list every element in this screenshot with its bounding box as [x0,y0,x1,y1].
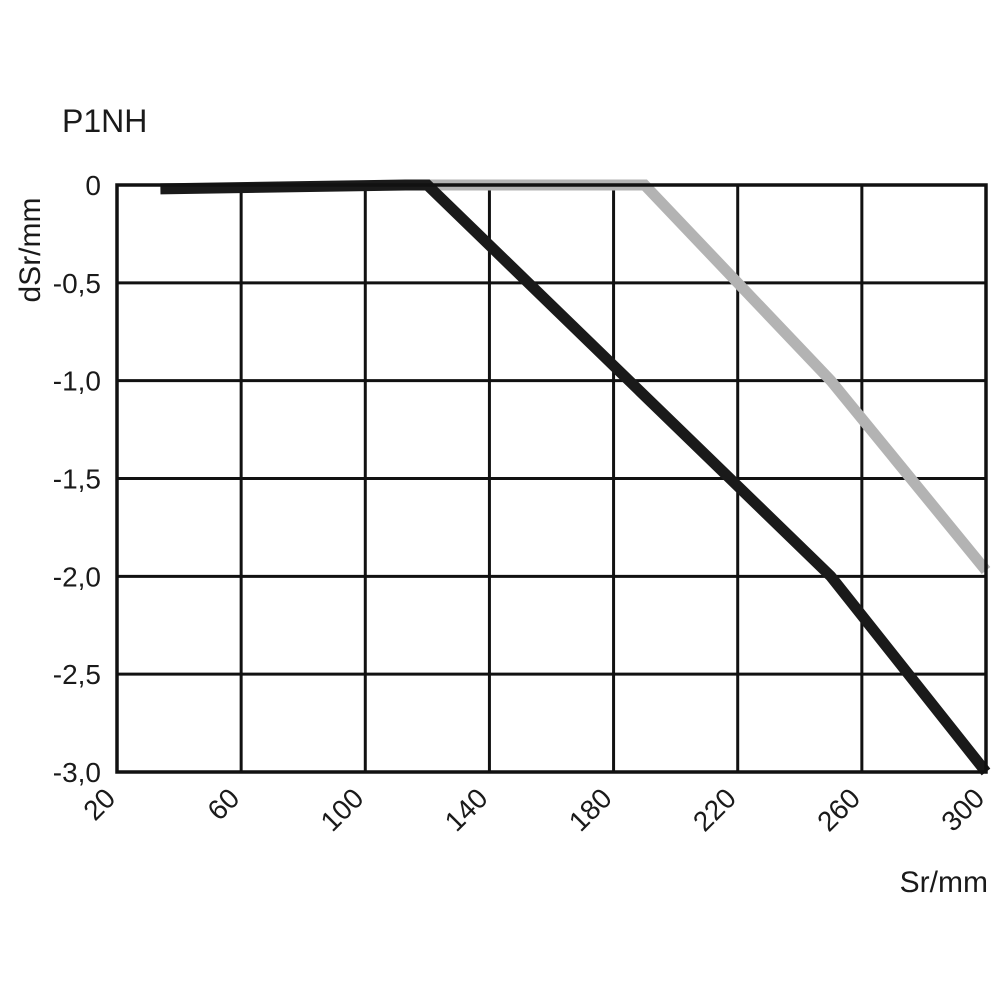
x-axis-label: Sr/mm [900,866,988,899]
x-tick-label: 100 [315,782,370,837]
y-tick-label: -2,5 [53,659,101,690]
y-tick-label: -3,0 [53,757,101,788]
y-axis-label: dSr/mm [14,198,47,303]
x-tick-label: 260 [811,782,866,837]
y-tick-labels: 0 -0,5 -1,0 -1,5 -2,0 -2,5 -3,0 [53,170,101,788]
y-tick-label: -0,5 [53,268,101,299]
x-tick-label: 60 [201,782,245,826]
y-tick-label: -2,0 [53,561,101,592]
x-tick-label: 220 [687,782,742,837]
y-tick-label: -1,5 [53,464,101,495]
y-tick-label: -1,0 [53,366,101,397]
grid [115,183,988,774]
x-tick-labels: 20 60 100 140 180 220 260 300 [77,782,990,837]
x-tick-label: 140 [439,782,494,837]
x-tick-label: 300 [935,782,990,837]
chart-title: P1NH [62,103,147,139]
x-tick-label: 180 [563,782,618,837]
plot-frame [115,183,988,774]
y-tick-label: 0 [85,170,101,201]
x-tick-label: 20 [77,782,121,826]
